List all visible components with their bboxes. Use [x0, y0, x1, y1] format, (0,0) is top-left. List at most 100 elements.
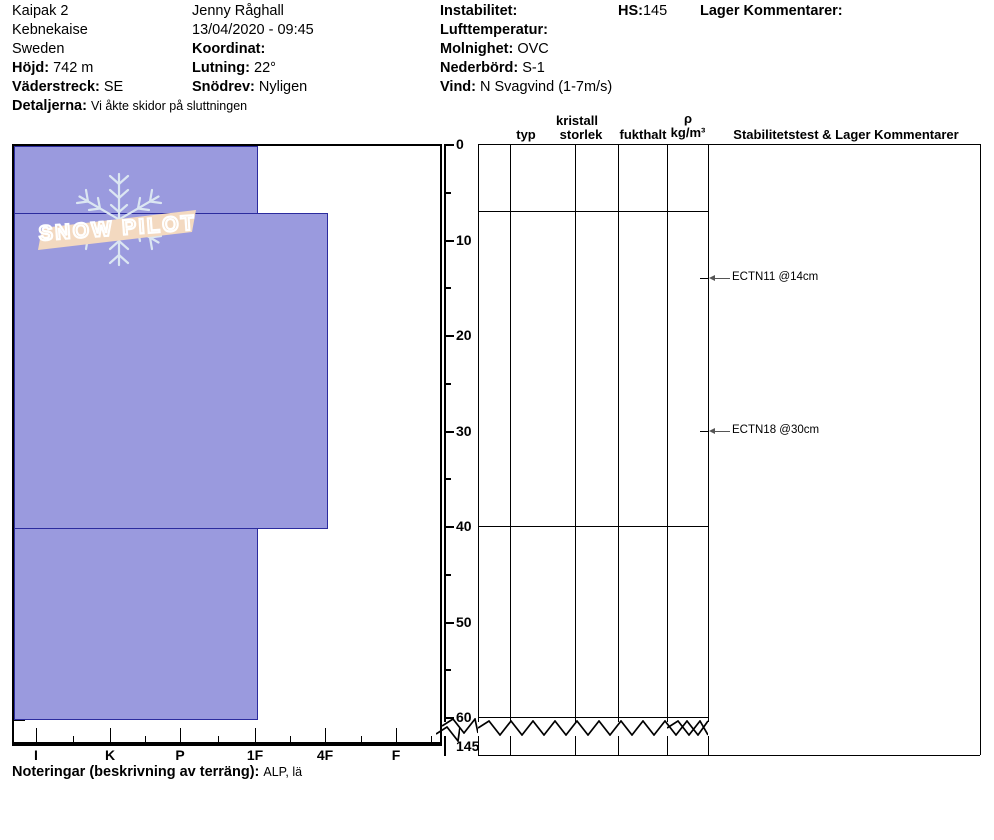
hardness-axis-label: F	[391, 747, 401, 763]
depth-label: 40	[456, 518, 472, 534]
density-axis-break-zigzag	[667, 720, 708, 736]
stability-test-depth-tick	[700, 277, 708, 279]
header-layer-comments-column: Lager Kommentarer:	[700, 2, 980, 21]
instability-label: Instabilitet:	[440, 3, 518, 19]
layer-data-table: ECTN11 @14cm ECTN18 @30cm	[478, 144, 981, 756]
air-temperature-row: Lufttemperatur:	[440, 21, 620, 40]
slope-angle-label: Lutning:	[192, 60, 250, 76]
hardness-axis-label: 4F	[316, 747, 334, 763]
hardness-minor-tick	[360, 736, 362, 744]
depth-label: 10	[456, 231, 472, 248]
coordinate-label: Koordinat:	[192, 41, 266, 57]
hardness-axis-label: I	[34, 747, 38, 763]
observation-datetime-row: 13/04/2020 - 09:45	[192, 21, 432, 40]
snowdrift-value: Nyligen	[258, 79, 308, 95]
header-weather-column: Instabilitet: Lufttemperatur: Molnighet:…	[440, 2, 620, 97]
terrain-notes-value: ALP, lä	[263, 765, 303, 779]
table-bottom-line	[478, 755, 980, 756]
hardness-major-tick	[255, 728, 256, 744]
hardness-minor-tick	[431, 736, 432, 744]
depth-label: 60	[456, 709, 472, 725]
hardness-axis-break-zigzag	[436, 726, 460, 742]
site-name: Kaipak 2	[12, 3, 69, 19]
depth-axis-rule-below-break	[444, 736, 446, 756]
plot-depth-tick	[14, 719, 25, 721]
aspect-value: SE	[103, 79, 124, 95]
precipitation-value: S-1	[522, 60, 545, 76]
observation-datetime: 13/04/2020 - 09:45	[192, 22, 314, 38]
table-column-divider	[980, 144, 981, 755]
depth-axis-break-zigzag	[442, 718, 478, 734]
column-header-crystal-size: storlek	[559, 127, 603, 142]
hardness-axis-label: P	[175, 747, 185, 763]
site-elevation-row: Höjd: 742 m	[12, 59, 192, 78]
wind-row: Vind: N Svagvind (1-7m/s)	[440, 78, 620, 97]
table-column-divider-below-break	[510, 736, 511, 755]
depth-label: 20	[456, 327, 472, 343]
stability-test-label: ECTN11 @14cm	[732, 270, 819, 283]
elevation-label: Höjd:	[12, 60, 50, 76]
hardness-major-tick	[110, 728, 111, 744]
cloud-cover-row: Molnighet: OVC	[440, 40, 620, 59]
stability-test-arrowhead-icon	[709, 427, 715, 434]
slope-angle-row: Lutning: 22°	[192, 59, 432, 78]
table-column-divider-below-break	[618, 736, 619, 755]
depth-axis: 0 10 20 30 40 50 60 145	[442, 137, 480, 756]
depth-tick	[444, 573, 451, 576]
table-column-divider	[510, 144, 511, 722]
terrain-notes-row: Noteringar (beskrivning av terräng): ALP…	[12, 762, 302, 782]
cloud-cover-value: OVC	[517, 41, 549, 57]
wind-label: Vind:	[440, 79, 476, 95]
table-column-divider	[478, 144, 479, 722]
layer-comments-row: Lager Kommentarer:	[700, 2, 980, 21]
hardness-major-tick	[36, 728, 37, 744]
depth-tick	[444, 717, 454, 719]
site-aspect-row: Väderstreck: SE	[12, 78, 192, 97]
column-header-typ: typ	[516, 127, 536, 142]
depth-tick	[444, 191, 451, 194]
column-header-moisture: fukthalt	[619, 127, 667, 142]
depth-label: 0	[456, 136, 464, 152]
wind-value: N Svagvind (1-7m/s)	[480, 79, 613, 95]
depth-label: 50	[456, 613, 472, 630]
instability-row: Instabilitet:	[440, 2, 620, 21]
table-layer-divider	[478, 717, 708, 718]
precipitation-label: Nederbörd:	[440, 60, 519, 76]
table-column-divider	[575, 144, 576, 722]
column-header-density-symbol: ρ	[683, 111, 693, 126]
hs-row: HS:145	[618, 2, 698, 21]
observer-name-row: Jenny Råghall	[192, 2, 432, 21]
column-header-crystal-line1: kristall	[556, 113, 598, 128]
column-header-stability-tests: Stabilitetstest & Lager Kommentarer	[733, 127, 959, 142]
snowdrift-row: Snödrev: Nyligen	[192, 78, 432, 97]
depth-tick	[444, 382, 451, 385]
hardness-major-tick	[325, 728, 326, 744]
air-temperature-label: Lufttemperatur:	[440, 22, 548, 38]
depth-tick	[444, 621, 454, 624]
cloud-cover-label: Molnighet:	[440, 41, 514, 57]
table-axis-break-zigzag	[478, 720, 708, 736]
hardness-bar-layer	[14, 146, 258, 214]
hs-value: 145	[642, 3, 668, 19]
hardness-axis: I K P 1F 4F F	[12, 726, 460, 774]
snow-hardness-profile-plot	[12, 144, 442, 744]
depth-tick	[444, 239, 454, 242]
details-value: Vi åkte skidor på sluttningen	[90, 99, 248, 113]
hardness-axis-label: 1F	[246, 747, 264, 763]
table-column-divider-below-break	[667, 736, 668, 755]
site-range: Kebnekaise	[12, 22, 88, 38]
depth-label: 30	[456, 422, 472, 439]
header-hs-column: HS:145	[618, 2, 698, 21]
precipitation-row: Nederbörd: S-1	[440, 59, 620, 78]
stability-test-label: ECTN18 @30cm	[732, 423, 820, 436]
details-label: Detaljerna:	[12, 98, 87, 114]
depth-tick	[444, 478, 451, 481]
details-row: Detaljerna: Vi åkte skidor på sluttninge…	[12, 97, 247, 116]
stability-test-arrowhead-icon	[709, 274, 715, 281]
aspect-label: Väderstreck:	[12, 79, 100, 95]
terrain-notes-label: Noteringar (beskrivning av terräng):	[12, 764, 260, 780]
profile-header: Kaipak 2 Kebnekaise Sweden Höjd: 742 m V…	[0, 0, 994, 114]
table-layer-divider	[478, 526, 708, 527]
table-column-divider-below-break	[478, 736, 479, 755]
depth-tick	[444, 287, 451, 290]
